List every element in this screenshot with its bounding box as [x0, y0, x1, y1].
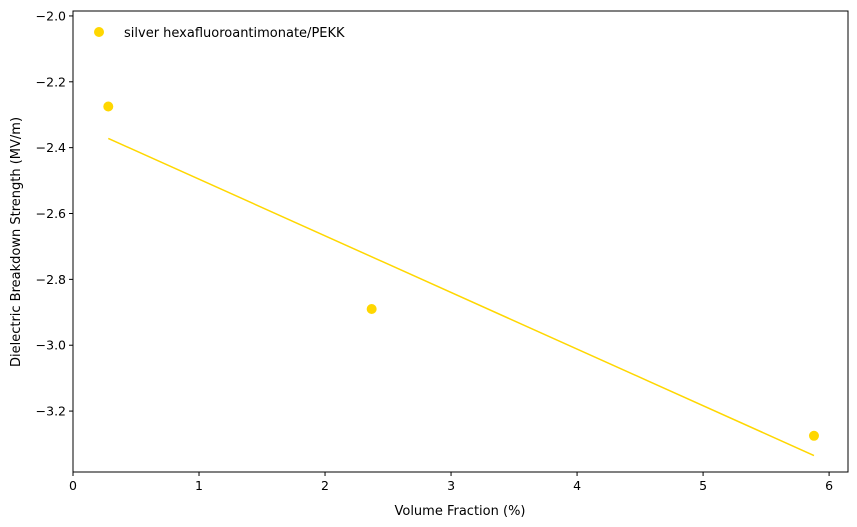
y-tick-label: −2.4: [36, 140, 66, 155]
trend-line: [107, 137, 815, 457]
x-axis-ticks: 0 1 2 3 4 5 6: [69, 472, 833, 493]
data-point: [366, 304, 377, 315]
y-axis-title: Dielectric Breakdown Strength (MV/m): [9, 117, 24, 367]
x-tick-label: 3: [447, 478, 455, 493]
x-tick-label: 6: [825, 478, 833, 493]
y-axis-ticks: −3.2 −3.0 −2.8 −2.6 −2.4 −2.2 −2.0: [36, 8, 73, 419]
y-tick-label: −3.0: [36, 338, 66, 353]
legend-label: silver hexafluoroantimonate/PEKK: [124, 26, 345, 41]
x-tick-label: 4: [573, 478, 581, 493]
legend-marker: [94, 27, 104, 37]
series-layer: [103, 101, 819, 457]
x-tick-label: 0: [69, 478, 77, 493]
x-tick-label: 2: [321, 478, 329, 493]
x-tick-label: 1: [195, 478, 203, 493]
y-tick-label: −3.2: [36, 404, 66, 419]
y-tick-label: −2.0: [36, 8, 66, 23]
x-tick-label: 5: [699, 478, 707, 493]
data-point: [808, 430, 819, 441]
data-point: [103, 101, 114, 112]
y-tick-label: −2.2: [36, 74, 66, 89]
plot-area: [72, 10, 849, 473]
legend: silver hexafluoroantimonate/PEKK: [94, 26, 345, 41]
y-tick-label: −2.6: [36, 206, 66, 221]
y-tick-label: −2.8: [36, 272, 66, 287]
x-axis-title: Volume Fraction (%): [394, 504, 525, 519]
